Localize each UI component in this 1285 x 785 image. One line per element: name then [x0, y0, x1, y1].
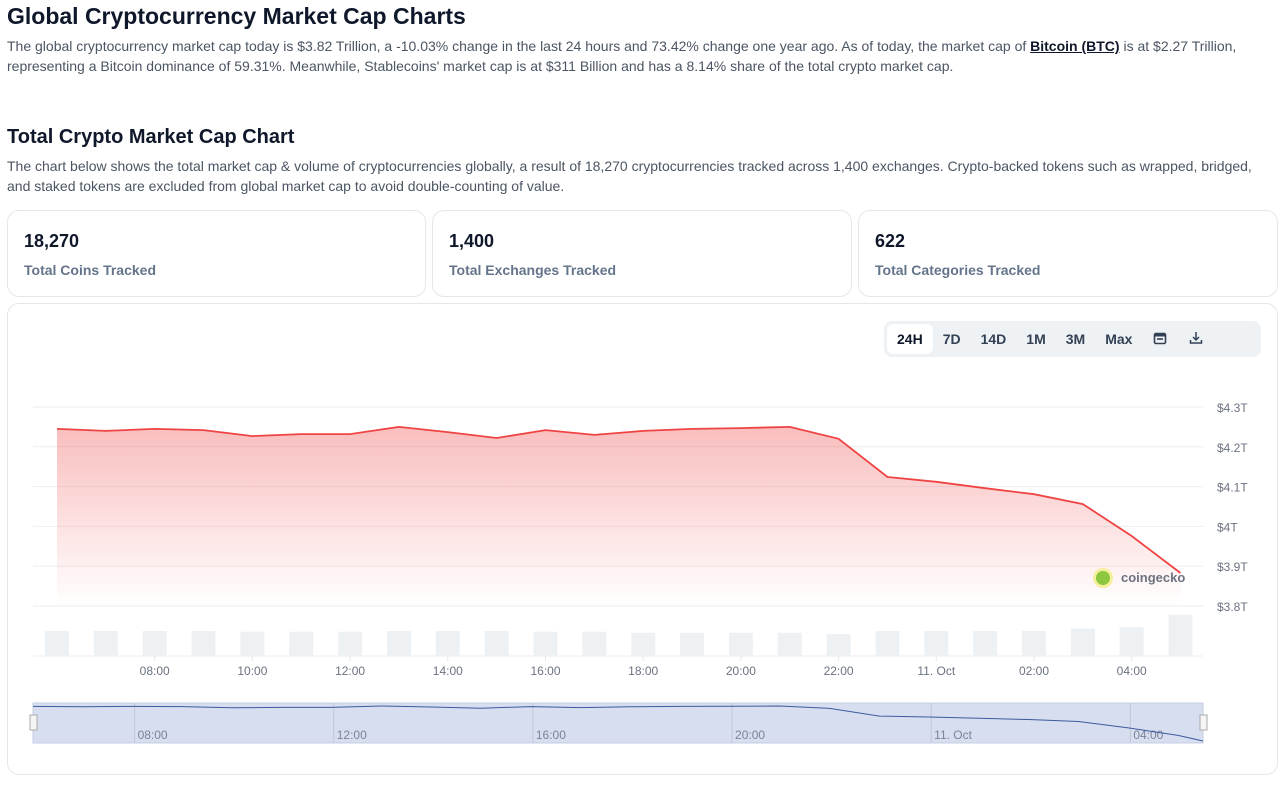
navigator-tick-label: 12:00 [337, 728, 367, 742]
navigator-line [32, 705, 1204, 742]
stat-label: Total Categories Tracked [875, 262, 1041, 278]
navigator-handle[interactable] [29, 714, 38, 731]
navigator-selection[interactable] [32, 702, 1204, 744]
calendar-icon[interactable] [1142, 331, 1178, 348]
volume-bar [533, 631, 558, 656]
tab-24h[interactable]: 24H [887, 324, 933, 354]
volume-bar [973, 631, 998, 656]
section-title: Total Crypto Market Cap Chart [7, 126, 295, 148]
x-tick-label: 08:00 [140, 664, 170, 678]
stat-value: 18,270 [24, 231, 80, 251]
svg-text:coingecko: coingecko [1121, 570, 1185, 585]
stat-card-exchanges: 1,400 Total Exchanges Tracked [432, 210, 852, 297]
volume-bar [191, 631, 216, 656]
navigator-tick-label: 04:00 [1133, 728, 1163, 742]
tab-max[interactable]: Max [1105, 331, 1133, 347]
tab-14d[interactable]: 14D [980, 331, 1007, 347]
volume-bar [1119, 627, 1144, 656]
tab-7d[interactable]: 7D [942, 331, 961, 347]
market-cap-area [57, 426, 1181, 606]
navigator-tick-label: 08:00 [138, 728, 168, 742]
navigator-tick-label: 20:00 [735, 728, 765, 742]
stat-card-categories: 622 Total Categories Tracked [858, 210, 1278, 297]
y-tick-label: $3.9T [1217, 560, 1248, 574]
y-tick-label: $3.8T [1217, 600, 1248, 614]
volume-bar [45, 631, 69, 656]
navigator-tick-label: 11. Oct [934, 728, 972, 742]
x-tick-label: 14:00 [433, 664, 463, 678]
y-tick-label: $4.1T [1217, 481, 1248, 495]
volume-bar [826, 634, 851, 656]
market-cap-line [56, 425, 1182, 574]
y-tick-label: $4.3T [1217, 401, 1248, 415]
volume-bar [289, 631, 314, 656]
volume-bar [93, 631, 118, 656]
volume-bar [435, 631, 460, 656]
coingecko-watermark: coingecko [1093, 568, 1185, 588]
volume-bar [1168, 614, 1193, 656]
volume-bar [240, 631, 265, 656]
x-tick-label: 04:00 [1117, 664, 1147, 678]
y-tick-label: $4T [1217, 520, 1238, 534]
navigator-tick-label: 16:00 [536, 728, 566, 742]
chart-card [7, 303, 1278, 775]
volume-bar [338, 631, 363, 656]
volume-bar [142, 631, 167, 656]
bitcoin-link[interactable]: Bitcoin (BTC) [1030, 38, 1120, 54]
y-tick-label: $4.2T [1217, 441, 1248, 455]
volume-bar [386, 631, 411, 656]
x-tick-label: 10:00 [237, 664, 267, 678]
section-description: The chart below shows the total market c… [7, 158, 1252, 194]
x-tick-label: 11. Oct [917, 664, 955, 678]
volume-bar [875, 631, 900, 656]
volume-bar [1022, 631, 1046, 656]
tab-1m[interactable]: 1M [1026, 331, 1046, 347]
range-tabs: 24H 7D 14D 1M 3M Max [884, 321, 1261, 357]
volume-bar [1070, 628, 1095, 656]
x-tick-label: 22:00 [824, 664, 854, 678]
volume-bar [728, 632, 753, 656]
navigator-handle[interactable] [1199, 714, 1208, 731]
x-tick-label: 20:00 [726, 664, 756, 678]
stat-label: Total Coins Tracked [24, 262, 156, 278]
volume-bar [582, 631, 607, 656]
volume-bar [631, 632, 656, 656]
stat-value: 622 [875, 231, 906, 251]
volume-bar [777, 632, 802, 656]
x-tick-label: 02:00 [1019, 664, 1049, 678]
page-title: Global Cryptocurrency Market Cap Charts [7, 3, 466, 29]
x-tick-label: 18:00 [628, 664, 658, 678]
volume-bar [924, 631, 949, 656]
stat-value: 1,400 [449, 231, 495, 251]
intro-text: The global cryptocurrency market cap tod… [7, 38, 1237, 74]
volume-bar [680, 632, 705, 656]
tab-3m[interactable]: 3M [1065, 331, 1086, 347]
stat-card-coins: 18,270 Total Coins Tracked [7, 210, 426, 297]
x-tick-label: 12:00 [335, 664, 365, 678]
stat-label: Total Exchanges Tracked [449, 262, 617, 278]
volume-bar [484, 631, 509, 656]
x-tick-label: 16:00 [530, 664, 560, 678]
download-icon[interactable] [1178, 331, 1214, 348]
